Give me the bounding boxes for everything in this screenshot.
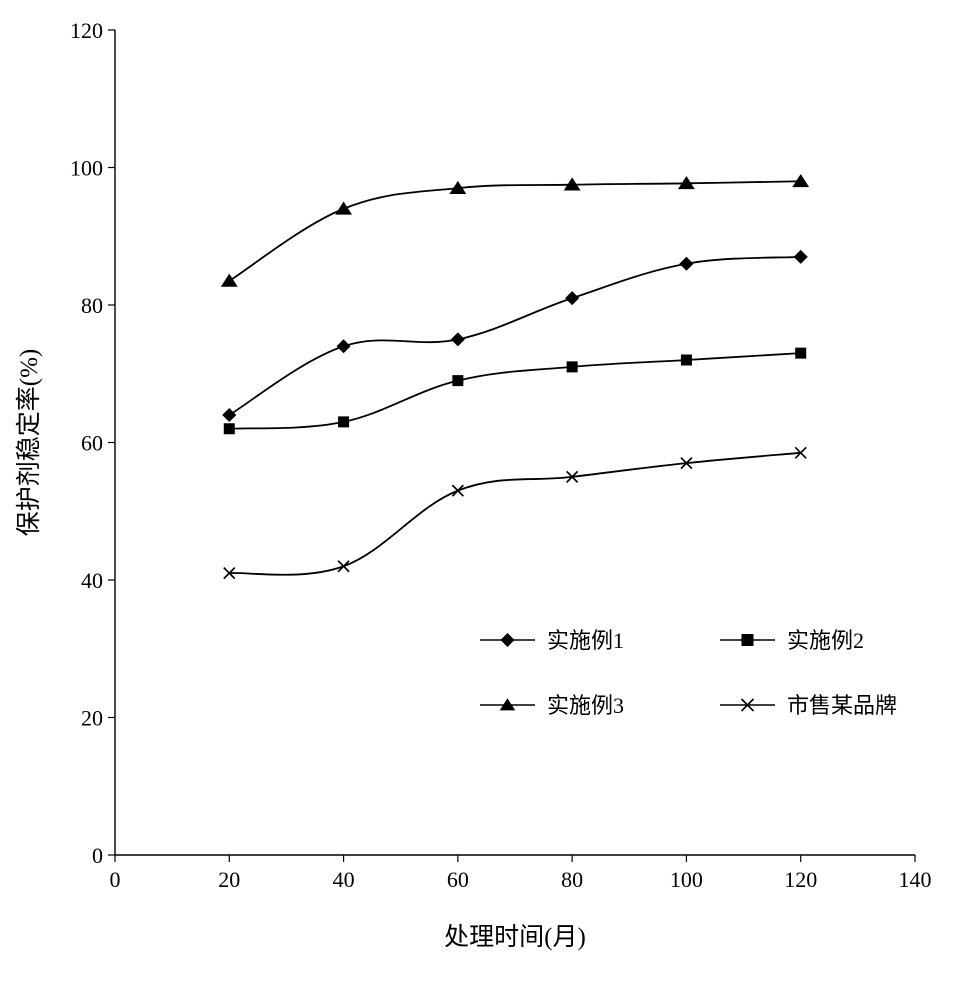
marker-square xyxy=(567,361,578,372)
y-tick-label: 60 xyxy=(81,431,103,456)
x-tick-label: 120 xyxy=(784,867,817,892)
y-tick-label: 0 xyxy=(92,843,103,868)
marker-square xyxy=(681,355,692,366)
line-chart-svg: 0 20 40 60 80 100 120 0 20 40 60 80 100 120 140 处理时间(月)… xyxy=(0,0,955,1000)
y-tick-label: 120 xyxy=(70,18,103,43)
marker-x xyxy=(452,485,463,496)
y-axis-title: 保护剂稳定率(%) xyxy=(15,349,43,536)
marker-triangle xyxy=(221,274,238,287)
marker-diamond xyxy=(565,291,579,305)
series-line xyxy=(229,453,800,575)
series-line xyxy=(229,257,800,415)
legend-label: 市售某品牌 xyxy=(787,693,897,718)
x-tick-label: 140 xyxy=(899,867,932,892)
series-line xyxy=(229,353,800,429)
legend-label: 实施例3 xyxy=(547,693,624,718)
marker-square xyxy=(338,416,349,427)
marker-x xyxy=(338,561,349,572)
marker-square xyxy=(224,423,235,434)
marker-diamond xyxy=(451,332,465,346)
marker-triangle xyxy=(335,201,352,214)
legend-label: 实施例2 xyxy=(787,628,864,653)
marker-square xyxy=(795,348,806,359)
chart-container: 0 20 40 60 80 100 120 0 20 40 60 80 100 120 140 处理时间(月)… xyxy=(0,0,955,1000)
y-tick-label: 40 xyxy=(81,568,103,593)
x-axis-title: 处理时间(月) xyxy=(444,923,586,951)
x-tick-label: 0 xyxy=(110,867,121,892)
marker-diamond xyxy=(500,633,514,647)
marker-square xyxy=(452,375,463,386)
x-tick-label: 20 xyxy=(218,867,240,892)
x-tick-label: 100 xyxy=(670,867,703,892)
y-tick-label: 80 xyxy=(81,293,103,318)
y-tick-label: 20 xyxy=(81,706,103,731)
series-line xyxy=(229,181,800,281)
marker-diamond xyxy=(679,257,693,271)
legend-label: 实施例1 xyxy=(547,628,624,653)
x-tick-label: 40 xyxy=(333,867,355,892)
marker-square xyxy=(742,634,754,646)
marker-diamond xyxy=(222,408,236,422)
x-tick-label: 60 xyxy=(447,867,469,892)
x-tick-label: 80 xyxy=(561,867,583,892)
marker-diamond xyxy=(794,250,808,264)
y-tick-label: 100 xyxy=(70,156,103,181)
marker-diamond xyxy=(337,339,351,353)
